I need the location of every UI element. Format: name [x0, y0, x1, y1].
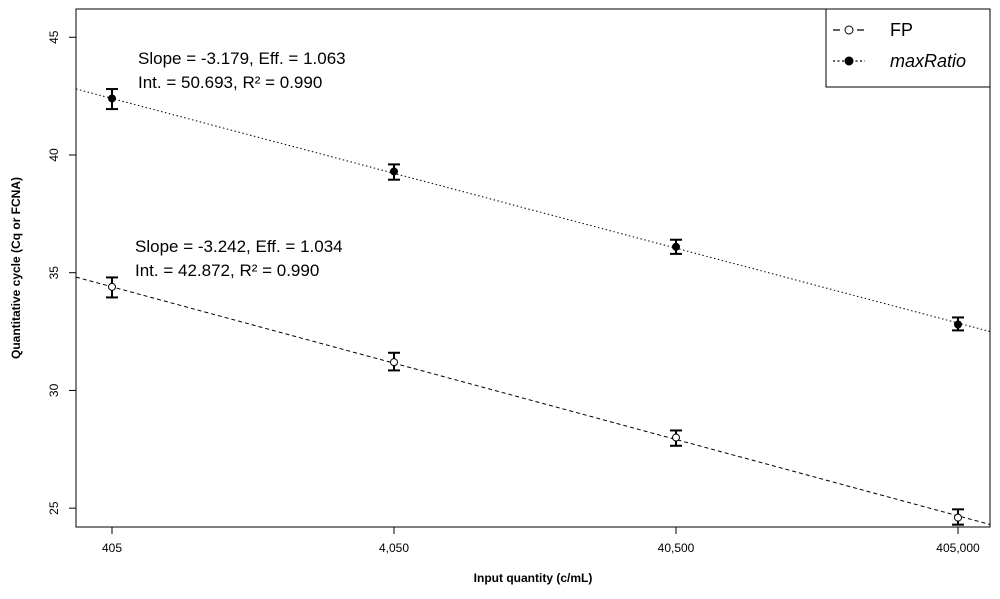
legend-label-0: FP [890, 20, 913, 40]
annotations: Slope = -3.242, Eff. = 1.034 Int. = 42.87… [135, 49, 346, 280]
annotation-line: Int. = 42.872, R² = 0.990 [135, 261, 319, 280]
data-point [390, 358, 398, 367]
error-bars [106, 88, 964, 526]
annotation-line: Slope = -3.179, Eff. = 1.063 [138, 49, 346, 68]
data-point [954, 320, 962, 329]
y-tick-label: 45 [47, 30, 61, 44]
annotation-line: Int. = 50.693, R² = 0.990 [138, 73, 322, 92]
x-tick-label: 405 [102, 541, 122, 555]
y-tick-label: 25 [47, 501, 61, 515]
data-point [390, 167, 398, 176]
data-points [108, 94, 962, 522]
x-tick-label: 4,050 [379, 541, 409, 555]
data-point [108, 94, 116, 103]
legend-marker-0 [844, 25, 854, 35]
data-point [108, 282, 116, 291]
data-point [672, 242, 680, 251]
data-point [672, 433, 680, 442]
x-axis-label: Input quantity (c/mL) [474, 571, 593, 585]
fit-line-1 [76, 88, 990, 333]
fit-line-0 [76, 276, 990, 525]
x-tick-label: 40,500 [658, 541, 695, 555]
fit-lines [76, 88, 990, 525]
y-axis: 25 30 35 40 45 [47, 30, 77, 515]
x-axis: 405 4,050 40,500 405,000 [102, 526, 980, 555]
y-tick-label: 35 [47, 266, 61, 280]
annotation-line: Slope = -3.242, Eff. = 1.034 [135, 237, 343, 256]
legend-marker-1 [844, 56, 854, 66]
data-point [954, 513, 962, 522]
x-tick-label: 405,000 [936, 541, 980, 555]
y-axis-label: Quantitative cycle (Cq or FCNA) [9, 177, 23, 359]
y-tick-label: 30 [47, 383, 61, 397]
y-tick-label: 40 [47, 148, 61, 162]
legend: FP maxRatio [825, 8, 991, 88]
legend-box [825, 8, 991, 88]
legend-label-1: maxRatio [890, 51, 966, 71]
